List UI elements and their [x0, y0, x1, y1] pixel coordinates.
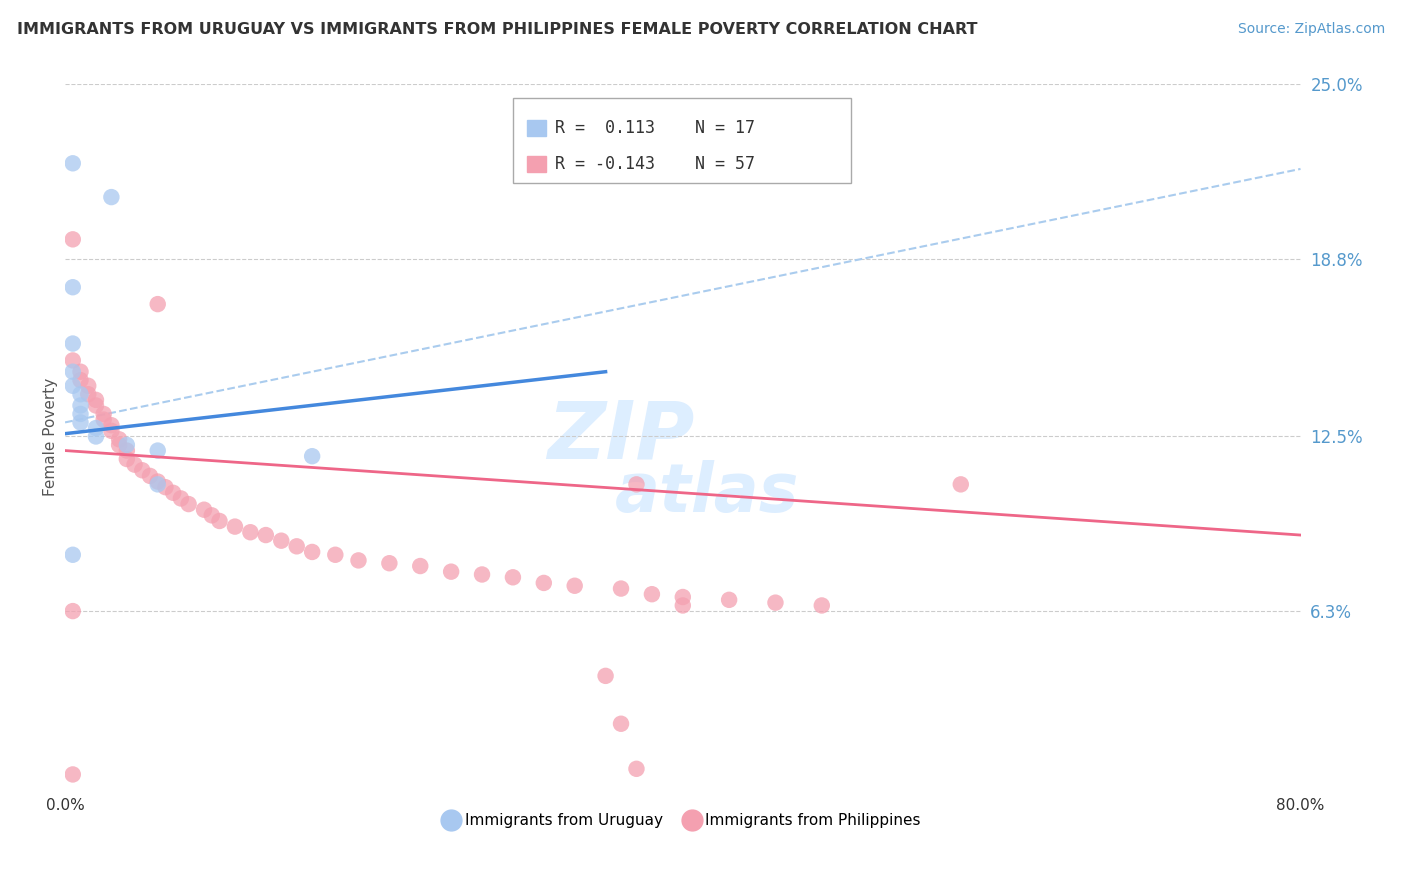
Text: R =  0.113    N = 17: R = 0.113 N = 17	[555, 120, 755, 137]
Point	[62, 604, 84, 618]
Point	[533, 576, 555, 591]
Point	[626, 762, 648, 776]
Point	[949, 477, 972, 491]
Point	[146, 477, 169, 491]
Point	[62, 232, 84, 246]
Point	[69, 365, 91, 379]
Point	[77, 387, 100, 401]
Point	[62, 378, 84, 392]
Point	[254, 528, 277, 542]
Point	[347, 553, 370, 567]
Point	[672, 590, 695, 604]
Point	[108, 438, 131, 452]
Point	[100, 418, 122, 433]
Point	[610, 582, 633, 596]
Point	[69, 399, 91, 413]
Point	[301, 545, 323, 559]
Point	[146, 475, 169, 489]
Point	[146, 297, 169, 311]
Text: Source: ZipAtlas.com: Source: ZipAtlas.com	[1237, 22, 1385, 37]
Text: R = -0.143    N = 57: R = -0.143 N = 57	[555, 155, 755, 173]
Point	[69, 407, 91, 421]
Point	[502, 570, 524, 584]
Point	[162, 485, 184, 500]
Point	[84, 421, 107, 435]
Point	[115, 452, 138, 467]
Point	[177, 497, 200, 511]
Point	[115, 438, 138, 452]
Text: atlas: atlas	[616, 459, 800, 525]
Text: IMMIGRANTS FROM URUGUAY VS IMMIGRANTS FROM PHILIPPINES FEMALE POVERTY CORRELATIO: IMMIGRANTS FROM URUGUAY VS IMMIGRANTS FR…	[17, 22, 977, 37]
Legend: Immigrants from Uruguay, Immigrants from Philippines: Immigrants from Uruguay, Immigrants from…	[439, 806, 927, 834]
Point	[471, 567, 494, 582]
Point	[270, 533, 292, 548]
Point	[224, 519, 246, 533]
Point	[69, 387, 91, 401]
Point	[170, 491, 193, 506]
Point	[84, 399, 107, 413]
Point	[69, 416, 91, 430]
Point	[193, 502, 215, 516]
Point	[124, 458, 146, 472]
Point	[378, 556, 401, 570]
Point	[564, 579, 586, 593]
Point	[323, 548, 346, 562]
Text: ZIP: ZIP	[547, 398, 695, 475]
Point	[595, 669, 617, 683]
Point	[62, 280, 84, 294]
Point	[93, 412, 115, 426]
Point	[62, 353, 84, 368]
Point	[84, 392, 107, 407]
Point	[201, 508, 224, 523]
Point	[239, 525, 262, 540]
Point	[62, 336, 84, 351]
Point	[100, 190, 122, 204]
Point	[139, 469, 162, 483]
Point	[718, 592, 741, 607]
Point	[285, 539, 308, 553]
Point	[62, 548, 84, 562]
Point	[641, 587, 664, 601]
Point	[626, 477, 648, 491]
Point	[672, 599, 695, 613]
Point	[765, 596, 787, 610]
Point	[62, 767, 84, 781]
Point	[301, 449, 323, 463]
Y-axis label: Female Poverty: Female Poverty	[44, 377, 58, 496]
Point	[108, 432, 131, 446]
Point	[131, 463, 153, 477]
Point	[69, 373, 91, 387]
Point	[62, 156, 84, 170]
Point	[610, 716, 633, 731]
Point	[409, 559, 432, 574]
Point	[810, 599, 832, 613]
Point	[155, 480, 177, 494]
Point	[93, 407, 115, 421]
Point	[62, 365, 84, 379]
Point	[100, 424, 122, 438]
Point	[84, 429, 107, 443]
Point	[208, 514, 231, 528]
Point	[146, 443, 169, 458]
Point	[440, 565, 463, 579]
Point	[77, 378, 100, 392]
Point	[115, 443, 138, 458]
